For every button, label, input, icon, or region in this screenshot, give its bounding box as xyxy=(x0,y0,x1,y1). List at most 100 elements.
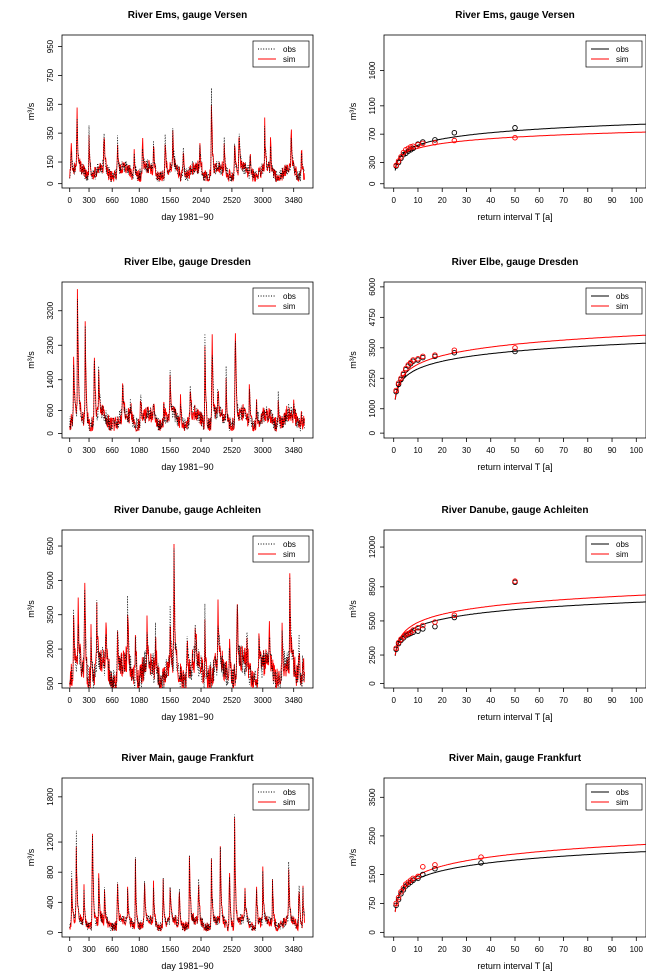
point-sim xyxy=(415,625,421,631)
x-tick-label: 3480 xyxy=(285,196,303,205)
y-tick-label: 750 xyxy=(46,68,55,82)
point-sim xyxy=(432,139,438,146)
point-sim xyxy=(395,380,402,386)
panel-5: River Danube, gauge Achleiten 0 300 660 1080… xyxy=(26,505,314,722)
x-tick-label: 50 xyxy=(511,196,520,205)
point-sim xyxy=(410,627,416,633)
panel-title: River Danube, gauge Achleiten xyxy=(442,505,589,516)
point-obs xyxy=(432,623,438,630)
y-tick-label: 350 xyxy=(46,126,55,140)
point-sim xyxy=(415,142,421,148)
series-obs-curve xyxy=(394,123,646,171)
x-tick-label: 2520 xyxy=(223,446,241,455)
panel-7: River Main, gauge Frankfurt 0 300 660 1080 15… xyxy=(26,753,314,971)
x-tick-label: 80 xyxy=(583,446,592,455)
y-tick-label: 0 xyxy=(46,431,55,436)
legend-label-obs: obs xyxy=(616,540,629,549)
plot-area xyxy=(69,88,305,183)
y-tick-label: 1400 xyxy=(46,370,55,388)
y-tick-label: 1500 xyxy=(368,865,377,883)
series-sim-curve xyxy=(394,131,646,168)
series-sim-line xyxy=(69,105,305,183)
legend-box xyxy=(585,287,643,315)
legend-box xyxy=(252,40,310,68)
x-tick-label: 100 xyxy=(630,696,644,705)
x-tick-label: 660 xyxy=(106,696,120,705)
x-tick-label: 90 xyxy=(608,196,617,205)
panel-title: River Ems, gauge Versen xyxy=(128,10,248,21)
y-tick-label: 3500 xyxy=(368,338,377,356)
x-tick-label: 1560 xyxy=(161,945,179,954)
series-obs-line xyxy=(69,298,305,432)
point-sim xyxy=(420,622,426,629)
y-tick-label: 2000 xyxy=(46,640,55,658)
y-tick-label: 5500 xyxy=(368,611,377,629)
point-obs xyxy=(393,902,399,909)
x-tick-label: 2040 xyxy=(192,945,210,954)
x-tick-label: 80 xyxy=(583,196,592,205)
y-tick-label: 0 xyxy=(46,181,55,186)
legend-label-obs: obs xyxy=(616,45,629,54)
y-tick-label: 1000 xyxy=(368,399,377,417)
y-tick-label: 4750 xyxy=(368,308,377,326)
point-sim xyxy=(393,162,399,169)
x-tick-label: 50 xyxy=(511,945,520,954)
y-tick-label: 12000 xyxy=(368,535,377,558)
point-sim xyxy=(420,140,426,147)
legend-label-obs: obs xyxy=(616,788,629,797)
x-tick-label: 2520 xyxy=(223,696,241,705)
x-tick-label: 1080 xyxy=(130,945,148,954)
point-sim xyxy=(410,143,416,149)
y-tick-label: 5000 xyxy=(46,571,55,589)
point-sim xyxy=(395,894,402,901)
point-sim xyxy=(512,578,518,584)
point-sim xyxy=(410,357,416,363)
legend-label-sim: sim xyxy=(616,55,629,64)
y-tick-label: 1600 xyxy=(368,61,377,79)
x-tick-label: 10 xyxy=(414,196,423,205)
legend-label-obs: obs xyxy=(283,788,296,797)
y-tick-label: 2300 xyxy=(46,336,55,354)
plot-frame xyxy=(61,34,314,189)
plot-area xyxy=(69,814,305,932)
x-tick-label: 2040 xyxy=(192,446,210,455)
legend-label-sim: sim xyxy=(616,302,629,311)
point-sim xyxy=(395,158,402,164)
y-tick-label: 1200 xyxy=(46,833,55,851)
x-axis-label: day 1981−90 xyxy=(161,712,213,722)
legend-label-sim: sim xyxy=(283,550,296,559)
point-obs xyxy=(420,626,426,632)
point-sim xyxy=(451,612,458,619)
point-obs xyxy=(432,137,438,143)
y-tick-label: 0 xyxy=(46,930,55,935)
legend-box xyxy=(252,783,310,811)
x-tick-label: 3000 xyxy=(254,446,272,455)
x-tick-label: 20 xyxy=(438,696,447,705)
x-tick-label: 1080 xyxy=(130,696,148,705)
series-obs-curve xyxy=(394,342,646,400)
panel-3: River Elbe, gauge Dresden 0 300 660 1080 1560… xyxy=(26,257,314,472)
x-tick-label: 70 xyxy=(559,446,568,455)
point-sim xyxy=(451,347,458,354)
point-sim xyxy=(393,900,399,907)
legend-label-sim: sim xyxy=(283,798,296,807)
legend-label-obs: obs xyxy=(283,292,296,301)
point-obs xyxy=(451,349,458,356)
panel-title: River Main, gauge Frankfurt xyxy=(121,753,254,764)
point-obs xyxy=(395,896,402,903)
panel-1: River Ems, gauge Versen 0 300 660 1080 1560 20… xyxy=(26,10,314,222)
y-tick-label: 1800 xyxy=(46,787,55,805)
point-obs xyxy=(432,865,438,872)
y-axis-label: m³/s xyxy=(26,351,36,369)
legend-box xyxy=(252,535,310,563)
x-tick-label: 30 xyxy=(462,696,471,705)
y-axis-label: m³/s xyxy=(348,351,358,369)
y-tick-label: 800 xyxy=(46,865,55,879)
y-tick-label: 0 xyxy=(368,930,377,935)
legend-box xyxy=(585,535,643,563)
y-tick-label: 150 xyxy=(46,155,55,169)
